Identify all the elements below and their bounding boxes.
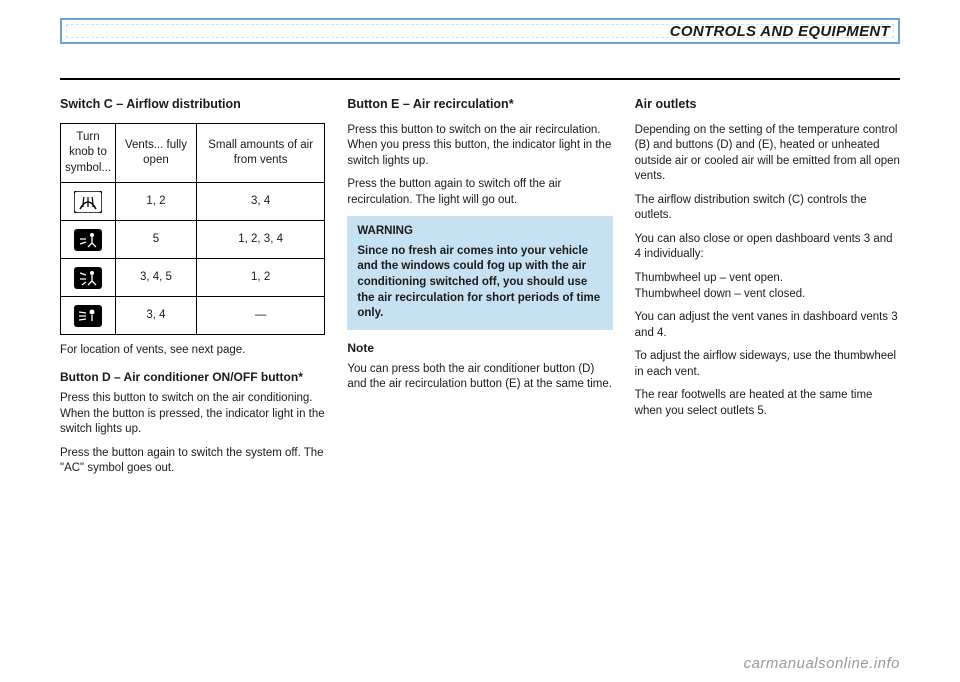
outlets-p5: You can adjust the vent vanes in dashboa… — [635, 310, 900, 341]
air-outlets-title: Air outlets — [635, 96, 900, 113]
divider — [60, 78, 900, 80]
cell-small: 1, 2, 3, 4 — [196, 221, 324, 259]
note-text: You can press both the air conditioner b… — [347, 362, 612, 393]
face-feet-icon — [61, 259, 116, 297]
cell-small: 3, 4 — [196, 183, 324, 221]
outlets-p1: Depending on the setting of the temperat… — [635, 123, 900, 185]
table-row: 1, 2 3, 4 — [61, 183, 325, 221]
face-icon — [61, 297, 116, 335]
airflow-table: Turn knob to symbol... Vents... fully op… — [60, 123, 325, 336]
outlets-p6: To adjust the airflow sideways, use the … — [635, 349, 900, 380]
warning-box: WARNING Since no fresh air comes into yo… — [347, 216, 612, 329]
column-1: Switch C – Airflow distribution Turn kno… — [60, 96, 325, 485]
cell-vents: 3, 4, 5 — [116, 259, 197, 297]
note-label: Note — [347, 340, 612, 356]
table-header-vents: Vents... fully open — [116, 123, 197, 183]
column-3: Air outlets Depending on the setting of … — [635, 96, 900, 485]
button-d-p1: Press this button to switch on the air c… — [60, 391, 325, 438]
outlets-p3: You can also close or open dashboard ven… — [635, 232, 900, 263]
manual-page: CONTROLS AND EQUIPMENT Switch C – Airflo… — [0, 0, 960, 485]
button-e-p1: Press this button to switch on the air r… — [347, 123, 612, 170]
table-caption: For location of vents, see next page. — [60, 343, 325, 359]
column-2: Button E – Air recirculation* Press this… — [347, 96, 612, 485]
table-row: 3, 4 — — [61, 297, 325, 335]
watermark: carmanualsonline.info — [744, 654, 900, 674]
button-d-p2: Press the button again to switch the sys… — [60, 446, 325, 477]
cell-small: — — [196, 297, 324, 335]
cell-vents: 3, 4 — [116, 297, 197, 335]
button-e-title: Button E – Air recirculation* — [347, 96, 612, 113]
button-d-title: Button D – Air conditioner ON/OFF button… — [60, 369, 325, 385]
warning-label: WARNING — [357, 224, 602, 240]
outlets-p7: The rear footwells are heated at the sam… — [635, 388, 900, 419]
outlets-p2: The airflow distribution switch (C) cont… — [635, 193, 900, 224]
page-header-title: CONTROLS AND EQUIPMENT — [670, 22, 890, 42]
outlets-p4: Thumbwheel up – vent open. Thumbwheel do… — [635, 271, 900, 302]
warning-text: Since no fresh air comes into your vehic… — [357, 244, 602, 322]
content-columns: Switch C – Airflow distribution Turn kno… — [60, 96, 900, 485]
cell-vents: 1, 2 — [116, 183, 197, 221]
table-row: 5 1, 2, 3, 4 — [61, 221, 325, 259]
header-box: CONTROLS AND EQUIPMENT — [60, 18, 900, 44]
table-row: 3, 4, 5 1, 2 — [61, 259, 325, 297]
cell-vents: 5 — [116, 221, 197, 259]
defrost-icon — [61, 183, 116, 221]
button-e-p2: Press the button again to switch off the… — [347, 177, 612, 208]
cell-small: 1, 2 — [196, 259, 324, 297]
feet-icon — [61, 221, 116, 259]
switch-c-title: Switch C – Airflow distribution — [60, 96, 325, 113]
table-header-small: Small amounts of air from vents — [196, 123, 324, 183]
table-header-symbol: Turn knob to symbol... — [61, 123, 116, 183]
